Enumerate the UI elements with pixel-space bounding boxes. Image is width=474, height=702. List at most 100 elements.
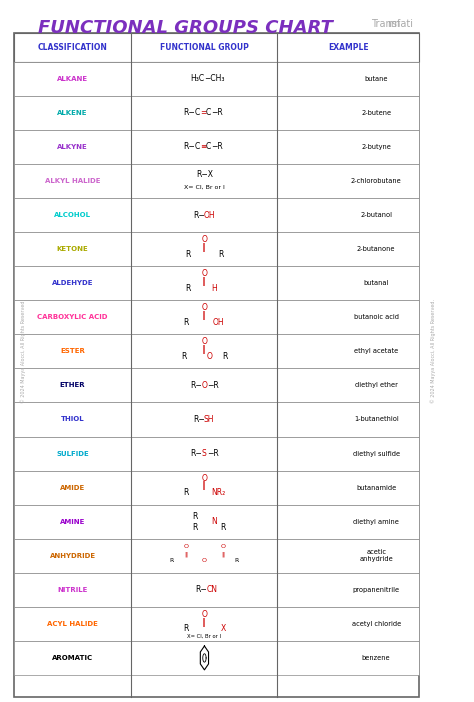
Text: H: H (211, 284, 217, 293)
Bar (14, 538, 419, 573)
Bar (14, 470, 419, 505)
Text: FUNCTIONAL GROUP: FUNCTIONAL GROUP (160, 43, 249, 52)
Text: R: R (223, 352, 228, 361)
Text: R−: R− (191, 381, 202, 390)
Text: benzene: benzene (362, 655, 391, 661)
Text: O: O (206, 352, 212, 361)
Text: O: O (201, 235, 207, 244)
Text: ‖: ‖ (202, 277, 206, 286)
Text: acetyl chloride: acetyl chloride (352, 621, 401, 627)
Text: S: S (201, 449, 206, 458)
Text: C: C (195, 143, 200, 152)
Text: butanal: butanal (364, 280, 389, 286)
Text: ALDEHYDE: ALDEHYDE (52, 280, 93, 286)
Text: ‖: ‖ (221, 551, 225, 557)
Text: AMIDE: AMIDE (60, 484, 85, 491)
Text: =: = (200, 108, 207, 117)
Bar (14, 607, 419, 641)
Text: N: N (211, 517, 217, 526)
Text: ESTER: ESTER (60, 348, 85, 355)
Text: acetic
anhydride: acetic anhydride (359, 549, 393, 562)
Text: R: R (185, 250, 191, 259)
Text: 2-butene: 2-butene (361, 110, 391, 116)
Text: H₃C: H₃C (190, 74, 204, 84)
Text: −R: −R (211, 143, 223, 152)
Text: ALKYL HALIDE: ALKYL HALIDE (45, 178, 100, 184)
Text: 1-butanethiol: 1-butanethiol (354, 416, 399, 423)
Bar (14, 96, 419, 130)
Text: O: O (201, 269, 207, 278)
Text: R: R (170, 558, 174, 564)
Text: OH: OH (212, 318, 224, 327)
Text: O: O (220, 544, 226, 549)
Text: O: O (183, 544, 188, 549)
Text: ‖: ‖ (202, 482, 206, 491)
Text: R: R (192, 512, 198, 521)
Bar (14, 402, 419, 437)
Text: R−: R− (193, 415, 205, 424)
Bar (14, 33, 419, 62)
Bar (14, 369, 419, 402)
Text: NR₂: NR₂ (211, 488, 226, 497)
Text: ‖: ‖ (202, 243, 206, 252)
Text: R: R (181, 352, 186, 361)
Text: R−: R− (183, 143, 195, 152)
Text: C: C (206, 143, 211, 152)
Text: R: R (220, 523, 226, 532)
Text: butane: butane (365, 76, 388, 82)
Text: © 2024 Mayya Alocci, All Rights Reserved.: © 2024 Mayya Alocci, All Rights Reserved… (20, 299, 26, 403)
Text: ‖: ‖ (202, 311, 206, 320)
Text: CARBOXYLIC ACID: CARBOXYLIC ACID (37, 314, 108, 320)
Bar (14, 164, 419, 198)
Text: O: O (201, 610, 207, 619)
Text: 2-butyne: 2-butyne (361, 144, 391, 150)
Bar (14, 300, 419, 334)
Text: X= Cl, Br or I: X= Cl, Br or I (187, 633, 221, 638)
Bar (14, 573, 419, 607)
Text: 2-chlorobutane: 2-chlorobutane (351, 178, 401, 184)
Text: propanenitrile: propanenitrile (353, 587, 400, 592)
Text: R: R (192, 523, 198, 532)
Text: ‖: ‖ (202, 618, 206, 627)
Bar (14, 232, 419, 266)
Text: rmati: rmati (387, 19, 413, 29)
Text: SULFIDE: SULFIDE (56, 451, 89, 456)
Text: ALCOHOL: ALCOHOL (54, 212, 91, 218)
Text: ETHER: ETHER (60, 383, 85, 388)
Text: Transf: Transf (371, 19, 400, 29)
Text: R−X: R−X (196, 171, 213, 180)
Text: X: X (220, 625, 226, 633)
Text: CLASSIFICATION: CLASSIFICATION (38, 43, 108, 52)
Bar (14, 437, 419, 470)
Text: THIOL: THIOL (61, 416, 84, 423)
Text: butanoic acid: butanoic acid (354, 314, 399, 320)
Text: NITRILE: NITRILE (57, 587, 88, 592)
Text: −CH₃: −CH₃ (204, 74, 225, 84)
Text: O: O (201, 303, 207, 312)
Text: O: O (201, 338, 207, 346)
Text: C: C (195, 108, 200, 117)
Text: diethyl ether: diethyl ether (355, 383, 398, 388)
Text: butanamide: butanamide (356, 484, 396, 491)
Text: ethyl acetate: ethyl acetate (354, 348, 398, 355)
Text: R−: R− (183, 108, 195, 117)
Text: −R: −R (207, 449, 219, 458)
Text: CN: CN (206, 585, 217, 595)
Text: KETONE: KETONE (57, 246, 89, 252)
Bar (14, 130, 419, 164)
Text: R: R (218, 250, 223, 259)
Bar (14, 505, 419, 538)
Text: R: R (183, 625, 189, 633)
Bar (14, 266, 419, 300)
Text: R−: R− (195, 585, 207, 595)
Text: R−: R− (191, 449, 202, 458)
Text: 2-butanol: 2-butanol (360, 212, 392, 218)
Text: O: O (201, 381, 208, 390)
Text: R: R (183, 318, 189, 327)
Text: diethyl amine: diethyl amine (353, 519, 399, 524)
Text: ACYL HALIDE: ACYL HALIDE (47, 621, 98, 627)
Text: O: O (201, 474, 207, 482)
Text: © 2024 Mayya Alocci, All Rights Reserved.: © 2024 Mayya Alocci, All Rights Reserved… (430, 299, 436, 403)
Text: 2-butanone: 2-butanone (357, 246, 395, 252)
Bar (14, 334, 419, 369)
